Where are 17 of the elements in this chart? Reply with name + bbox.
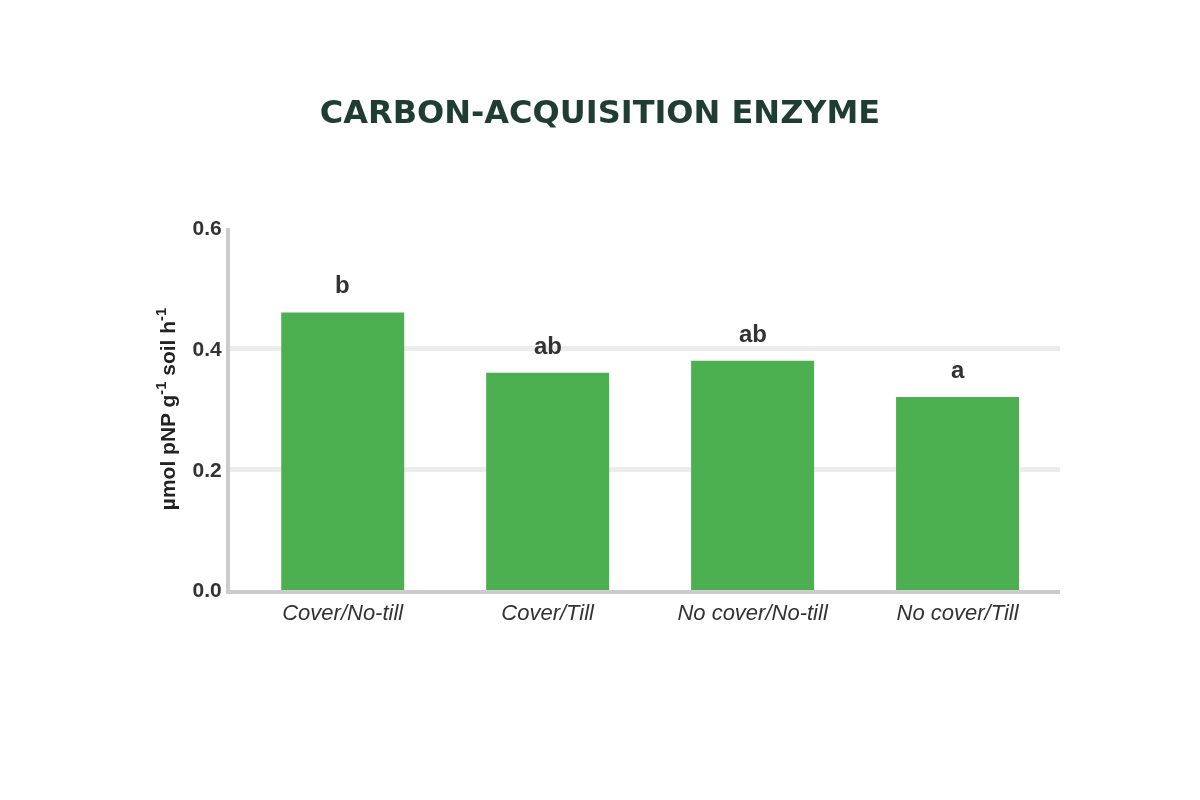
y-tick-label: 0.6 — [192, 216, 222, 240]
x-tick-label: No cover/Till — [896, 600, 1020, 626]
chart-title: CARBON-ACQUISITION ENZYME — [319, 93, 881, 132]
annotation: a — [951, 356, 965, 383]
annotation: ab — [739, 320, 768, 347]
annotation: ab — [534, 332, 563, 359]
annotation: b — [335, 271, 350, 298]
y-tick-label: 0.2 — [192, 457, 222, 481]
y-tick-label: 0.0 — [192, 578, 222, 602]
bar — [486, 372, 610, 590]
x-tick-label: Cover/No-till — [282, 600, 405, 626]
bar — [281, 312, 405, 590]
x-tick-label: No cover/No-till — [677, 600, 829, 626]
y-tick-label: 0.4 — [192, 337, 223, 361]
bar — [691, 360, 815, 590]
bar — [896, 396, 1020, 590]
x-tick-label: Cover/Till — [501, 600, 596, 626]
